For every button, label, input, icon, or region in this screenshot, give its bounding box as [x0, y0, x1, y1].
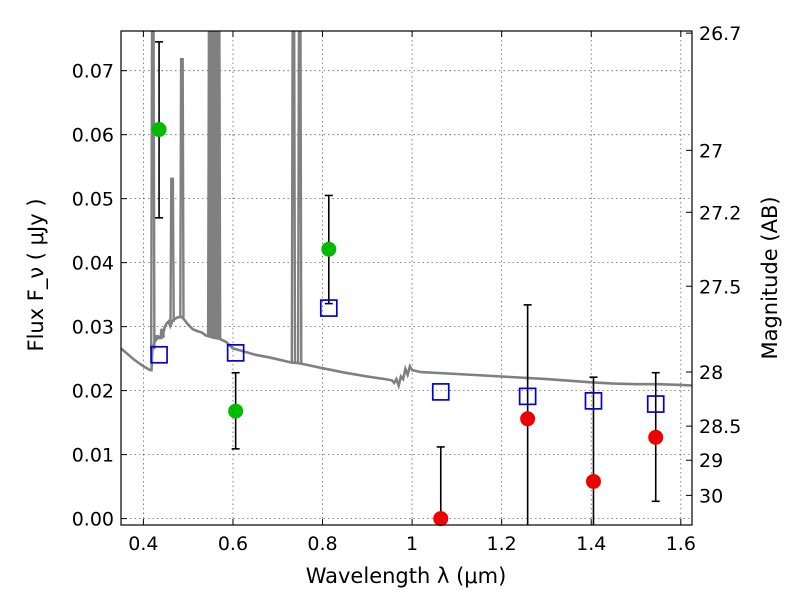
data-points [150, 41, 665, 527]
limit-point [585, 473, 601, 489]
y-tick-label: 0.06 [72, 125, 114, 147]
limit-point [433, 511, 449, 527]
x-axis-label: Wavelength λ (μm) [306, 564, 507, 588]
y-tick-label: 0.00 [72, 509, 114, 531]
x-tick-label: 0.8 [307, 533, 337, 555]
right-tick-label: 27.5 [699, 276, 741, 298]
model-square [150, 345, 168, 364]
detection-point [151, 122, 167, 138]
spectrum [121, 31, 692, 391]
y-tick-label: 0.07 [72, 61, 114, 83]
x-tick-label: 1.2 [487, 533, 517, 555]
model-square [226, 344, 245, 362]
x-tick-label: 1.4 [576, 533, 606, 555]
spectrum-line [121, 315, 692, 391]
y-tick-label: 0.02 [72, 381, 114, 403]
emission-line [150, 31, 156, 350]
right-axis-label-text: Magnitude (AB) [758, 196, 782, 359]
model-square [319, 299, 338, 317]
emission-line [154, 335, 161, 339]
right-tick-label: 28.5 [699, 416, 741, 438]
limit-point [520, 411, 536, 427]
detection-point [321, 241, 337, 257]
model-square [584, 392, 603, 410]
right-tick-label: 27.2 [699, 202, 741, 224]
right-tick-label: 28 [699, 362, 723, 384]
y-tick-label: 0.03 [72, 317, 114, 339]
x-tick-label: 1.6 [666, 533, 696, 555]
y-tick-label: 0.05 [72, 189, 114, 211]
y-tick-label: 0.04 [72, 253, 114, 275]
right-tick-label: 29 [699, 450, 723, 472]
x-tick-label: 0.6 [218, 533, 248, 555]
plot-frame [120, 30, 693, 526]
right-axis-label: Magnitude (AB) [758, 196, 782, 359]
grid-lines [121, 31, 692, 525]
emission-line [179, 58, 185, 318]
emission-line [290, 31, 297, 363]
y-axis-label: Flux F_ν ( μJy ) [24, 198, 49, 351]
x-tick-label: 0.4 [128, 533, 158, 555]
x-axis-label-text: Wavelength λ (μm) [306, 564, 507, 588]
limit-point [648, 429, 664, 445]
right-tick-label: 30 [699, 485, 723, 507]
model-square [431, 383, 450, 401]
spectrum-group [121, 31, 692, 391]
y-tick-label: 0.01 [72, 445, 114, 467]
emission-line [169, 177, 175, 322]
model-square [518, 387, 537, 406]
detection-point [228, 403, 244, 419]
axis-ticks [121, 31, 692, 525]
right-tick-label: 27 [699, 140, 723, 162]
emission-line [159, 328, 165, 338]
model-square [646, 395, 665, 413]
emission-line [296, 31, 303, 364]
y-axis-label-text: Flux F_ν ( μJy ) [24, 198, 49, 351]
x-tick-label: 1 [406, 533, 418, 555]
emission-line [215, 31, 222, 339]
tick-labels: 0.4 0.6 0.8 1 1.2 1.4 1.6 0.00 0.01 0.02 0.03 0.04 0… [72, 23, 742, 555]
right-tick-label: 26.7 [699, 23, 741, 45]
